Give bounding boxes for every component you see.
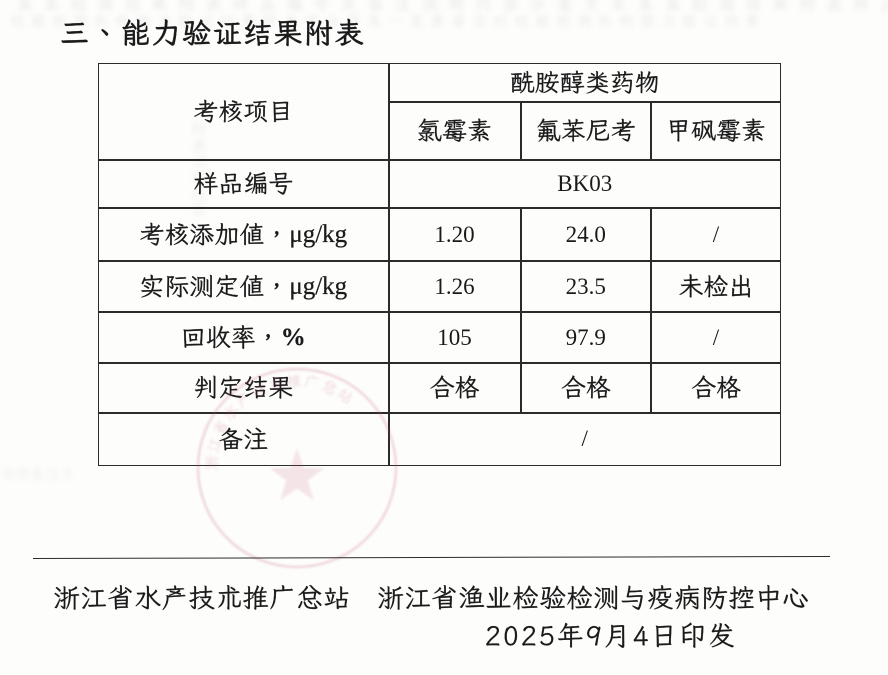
svg-text:浙江省水产技术推广总站: 浙江省水产技术推广总站 bbox=[202, 371, 359, 471]
